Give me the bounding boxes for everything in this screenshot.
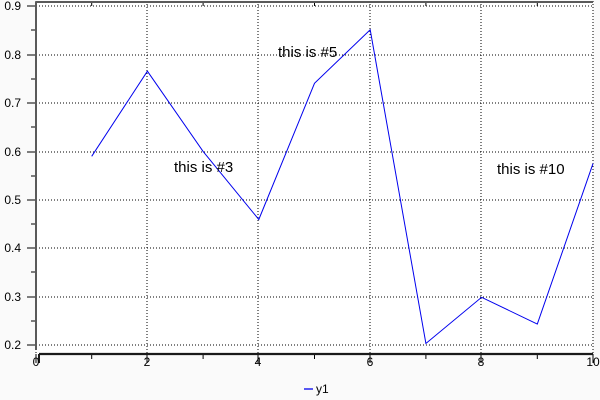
svg-text:0.6: 0.6 <box>4 145 21 159</box>
svg-text:0.4: 0.4 <box>4 241 21 255</box>
svg-text:10: 10 <box>586 355 600 369</box>
svg-text:0.8: 0.8 <box>4 48 21 62</box>
svg-text:8: 8 <box>478 355 485 369</box>
svg-text:0.2: 0.2 <box>4 338 21 352</box>
svg-text:this is #3: this is #3 <box>174 159 233 176</box>
svg-text:this is #10: this is #10 <box>497 161 565 178</box>
svg-text:this is #5: this is #5 <box>278 44 337 61</box>
svg-text:y1: y1 <box>316 382 329 396</box>
svg-text:4: 4 <box>255 355 262 369</box>
svg-text:0.3: 0.3 <box>4 290 21 304</box>
svg-text:0.7: 0.7 <box>4 96 21 110</box>
svg-text:2: 2 <box>144 355 151 369</box>
svg-text:0.5: 0.5 <box>4 193 21 207</box>
svg-text:0: 0 <box>33 355 40 369</box>
svg-text:0.9: 0.9 <box>4 0 21 13</box>
svg-text:6: 6 <box>367 355 374 369</box>
